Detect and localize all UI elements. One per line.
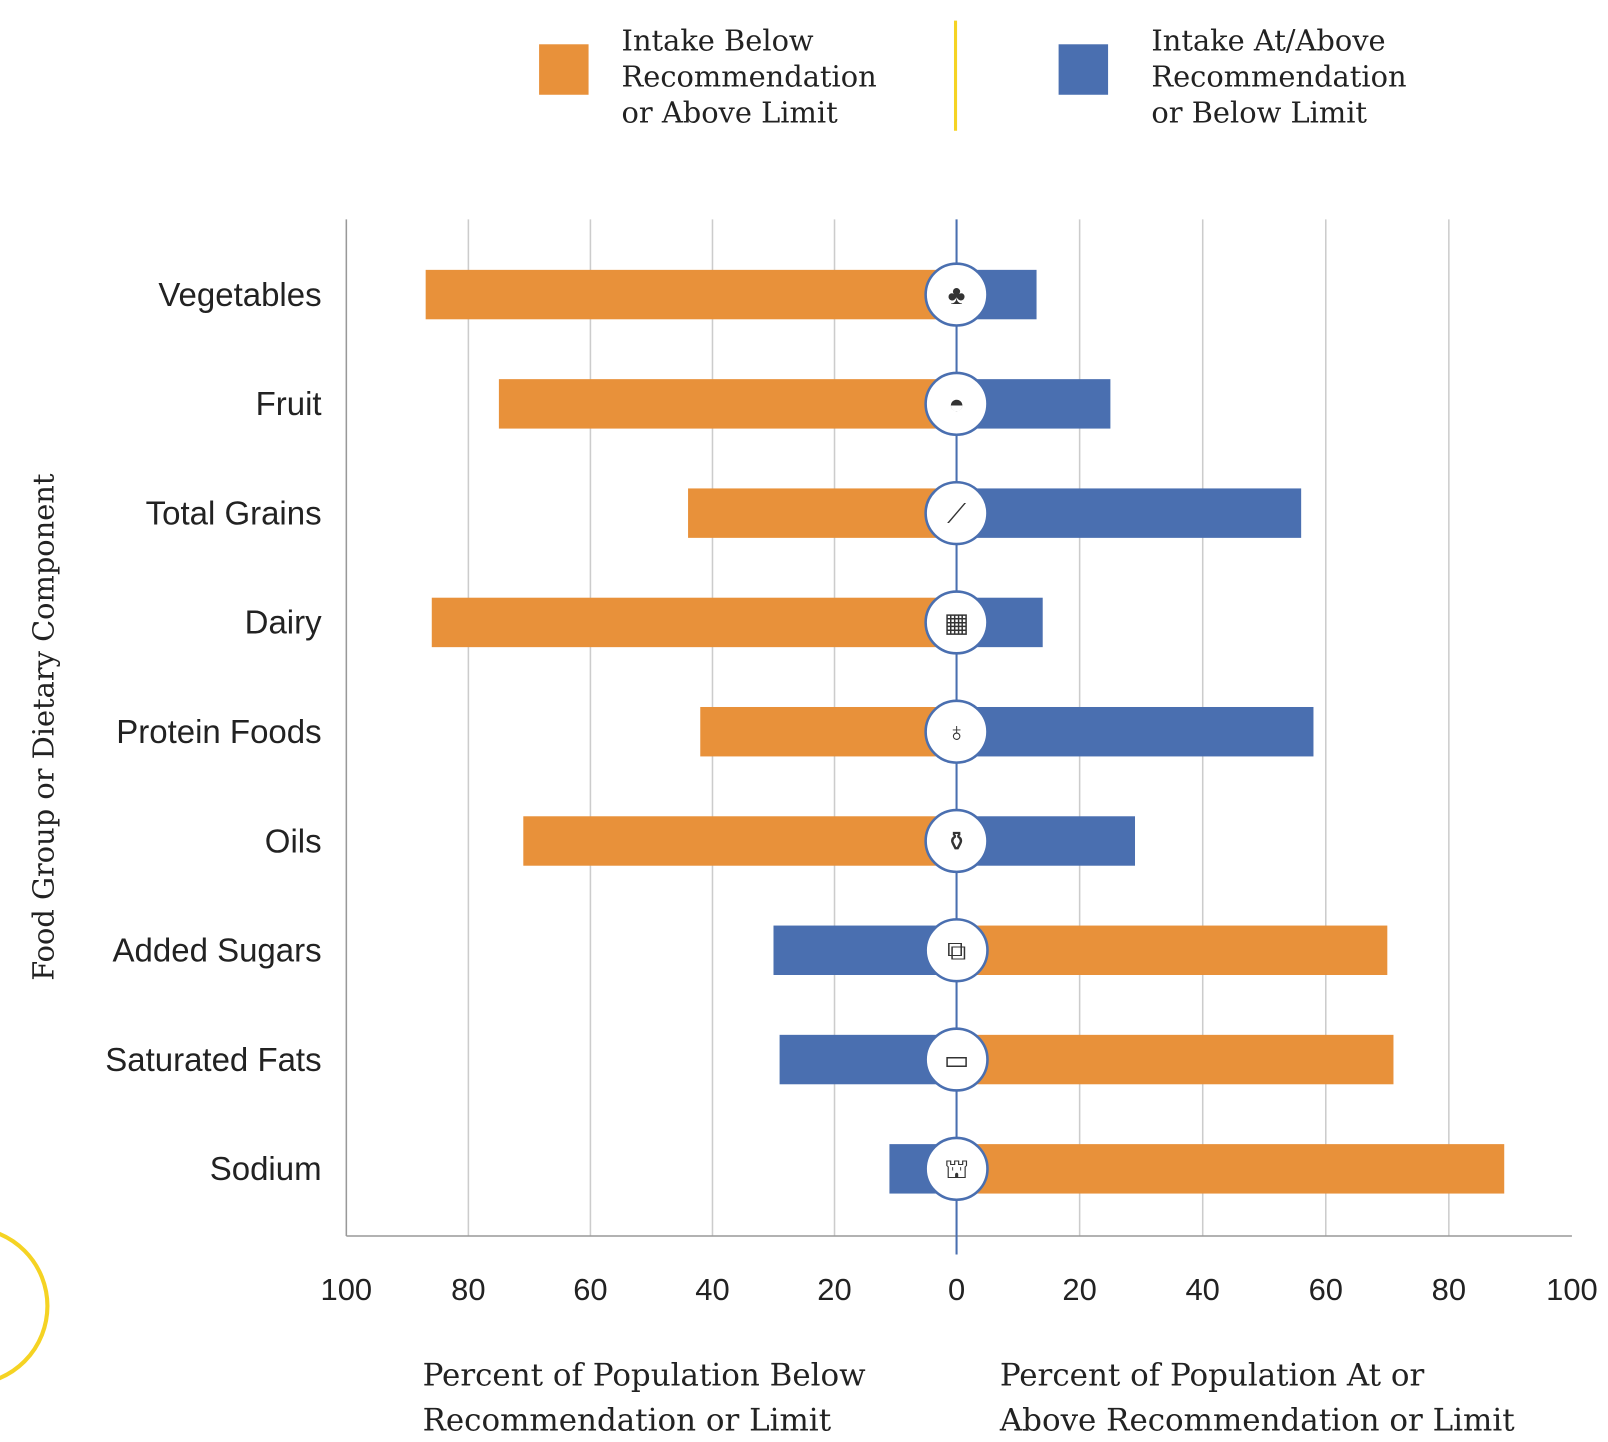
x-axis-label-left: Percent of Population Below Recommendati… bbox=[423, 1357, 876, 1438]
category-label: Fruit bbox=[256, 385, 322, 422]
x-axis-label-right: Percent of Population At or Above Recomm… bbox=[999, 1357, 1515, 1438]
legend: Intake Below Recommendation or Above Lim… bbox=[539, 20, 1415, 131]
oil-bottle-icon: ⚱ bbox=[945, 826, 967, 856]
x-tick-label: 20 bbox=[1062, 1272, 1096, 1307]
category-labels: Vegetables Fruit Total Grains Dairy Protein … bbox=[105, 276, 322, 1187]
icon-circle bbox=[924, 590, 989, 655]
y-axis-label: Food Group or Dietary Component bbox=[27, 473, 61, 981]
category-label: Added Sugars bbox=[113, 932, 322, 969]
x-tick-label: 60 bbox=[1309, 1272, 1343, 1307]
legend-label-above: Intake At/Above Recommendation or Below … bbox=[1151, 23, 1415, 129]
category-label: Sodium bbox=[210, 1150, 322, 1187]
bar-below-2 bbox=[688, 488, 957, 538]
bar-below-3 bbox=[431, 597, 957, 648]
x-tick-label: 80 bbox=[1432, 1272, 1466, 1307]
icon-circle bbox=[924, 699, 989, 764]
category-label: Dairy bbox=[245, 604, 322, 641]
bar-below-1 bbox=[498, 379, 957, 429]
watermelon-icon: ◓ bbox=[948, 389, 964, 419]
category-icons: ♣ ◓ ⟋ ▦ ♁ ⚱ ⧉ ▭ ⛫ bbox=[924, 262, 989, 1202]
icon-circle bbox=[924, 808, 989, 874]
category-label: Vegetables bbox=[158, 276, 321, 313]
wheat-icon: ⟋ bbox=[947, 498, 966, 528]
icon-circle bbox=[924, 480, 989, 546]
x-tick-label: 60 bbox=[573, 1272, 607, 1307]
legend-label-below: Intake Below Recommendation or Above Lim… bbox=[622, 23, 886, 129]
bar-above-7 bbox=[956, 1034, 1394, 1085]
icon-circle bbox=[924, 1027, 989, 1092]
icon-circle bbox=[924, 262, 989, 327]
x-tick-label: 20 bbox=[817, 1272, 851, 1307]
legend-swatch-below bbox=[539, 44, 589, 95]
bar-above-8 bbox=[956, 1144, 1505, 1194]
drumstick-icon: ♁ bbox=[947, 717, 967, 747]
category-label: Saturated Fats bbox=[105, 1041, 321, 1078]
legend-swatch-above bbox=[1058, 44, 1109, 95]
cheese-icon: ▦ bbox=[944, 608, 969, 638]
x-tick-label: 100 bbox=[1546, 1272, 1598, 1307]
x-tick-label: 0 bbox=[948, 1272, 965, 1307]
salt-shaker-icon: ⛫ bbox=[944, 1154, 969, 1184]
bar-below-5 bbox=[523, 816, 957, 866]
bar-above-2 bbox=[956, 488, 1302, 538]
x-tick-label: 100 bbox=[321, 1272, 373, 1307]
bar-below-4 bbox=[700, 706, 957, 757]
sugar-cubes-icon: ⧉ bbox=[947, 936, 966, 966]
broccoli-icon: ♣ bbox=[948, 280, 966, 310]
butter-icon: ▭ bbox=[944, 1045, 969, 1075]
category-label: Protein Foods bbox=[116, 713, 321, 750]
x-tick-label: 80 bbox=[451, 1272, 485, 1307]
x-tick-labels: 100 80 60 40 20 0 20 40 60 80 100 bbox=[321, 1272, 1598, 1307]
category-label: Total Grains bbox=[146, 494, 322, 531]
icon-circle bbox=[924, 371, 989, 437]
category-label: Oils bbox=[265, 822, 322, 859]
decorative-yellow-ring bbox=[0, 1231, 50, 1381]
bar-above-4 bbox=[956, 706, 1314, 757]
x-tick-label: 40 bbox=[1185, 1272, 1219, 1307]
icon-circle bbox=[924, 1136, 989, 1202]
x-tick-label: 40 bbox=[695, 1272, 729, 1307]
icon-circle bbox=[924, 918, 989, 983]
bar-above-6 bbox=[956, 925, 1388, 975]
bar-below-0 bbox=[425, 269, 957, 320]
